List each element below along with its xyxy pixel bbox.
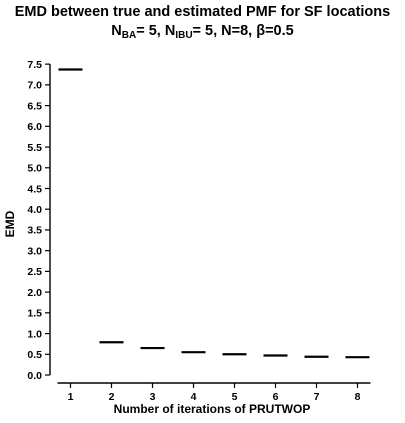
y-tick-label: 0.0 xyxy=(27,370,42,382)
y-tick-label: 1.5 xyxy=(27,308,42,320)
y-tick-label: 6.5 xyxy=(27,100,42,112)
x-tick-label: 2 xyxy=(109,391,115,403)
y-tick-label: 2.0 xyxy=(27,287,42,299)
subtitle-nba-label: N xyxy=(111,23,122,39)
y-tick-label: 5.0 xyxy=(27,163,42,175)
x-tick-label: 7 xyxy=(314,391,320,403)
y-axis-title: EMD xyxy=(3,210,17,237)
subtitle-nba-sub: BA xyxy=(121,30,137,41)
x-tick-label: 1 xyxy=(68,391,74,403)
x-axis-title: Number of iterations of PRUTWOP xyxy=(114,402,311,416)
x-tick-label: 6 xyxy=(273,391,279,403)
y-tick-label: 4.5 xyxy=(27,183,42,195)
y-tick-label: 2.5 xyxy=(27,266,42,278)
data-marks xyxy=(58,68,370,359)
y-tick-label: 7.5 xyxy=(27,59,42,71)
x-axis: 1 2 3 4 5 6 7 8 xyxy=(57,382,371,403)
subtitle-nba-value: = 5, xyxy=(136,23,165,39)
x-tick-label: 5 xyxy=(232,391,238,403)
subtitle-beta-value: =0.5 xyxy=(265,23,294,39)
chart-title: EMD between true and estimated PMF for S… xyxy=(14,4,391,20)
subtitle-nibu-label: N xyxy=(164,23,176,39)
x-tick-label: 3 xyxy=(150,391,156,403)
y-tick-label: 3.0 xyxy=(27,245,42,257)
x-tick-label: 4 xyxy=(191,391,197,403)
y-axis: 0.0 0.5 1.0 1.5 2.0 2.5 3.0 3.5 4.0 4.5 5.0 5.5 6.0 6… xyxy=(27,59,51,382)
y-tick-label: 1.0 xyxy=(27,328,42,340)
x-tick-label: 8 xyxy=(355,391,361,403)
y-tick-label: 0.5 xyxy=(27,349,42,361)
subtitle-beta-symbol: β xyxy=(256,23,266,39)
y-tick-label: 7.0 xyxy=(27,80,42,92)
chart-subtitle: NBA= 5, NIBU= 5, N=8, β=0.5 xyxy=(0,22,405,41)
y-tick-label: 5.5 xyxy=(27,142,42,154)
y-tick-label: 4.0 xyxy=(27,204,42,216)
subtitle-nibu-value: = 5, N=8, xyxy=(192,23,257,39)
y-tick-label: 3.5 xyxy=(27,225,42,237)
y-tick-label: 6.0 xyxy=(27,121,42,133)
subtitle-nibu-sub: IBU xyxy=(175,30,193,41)
